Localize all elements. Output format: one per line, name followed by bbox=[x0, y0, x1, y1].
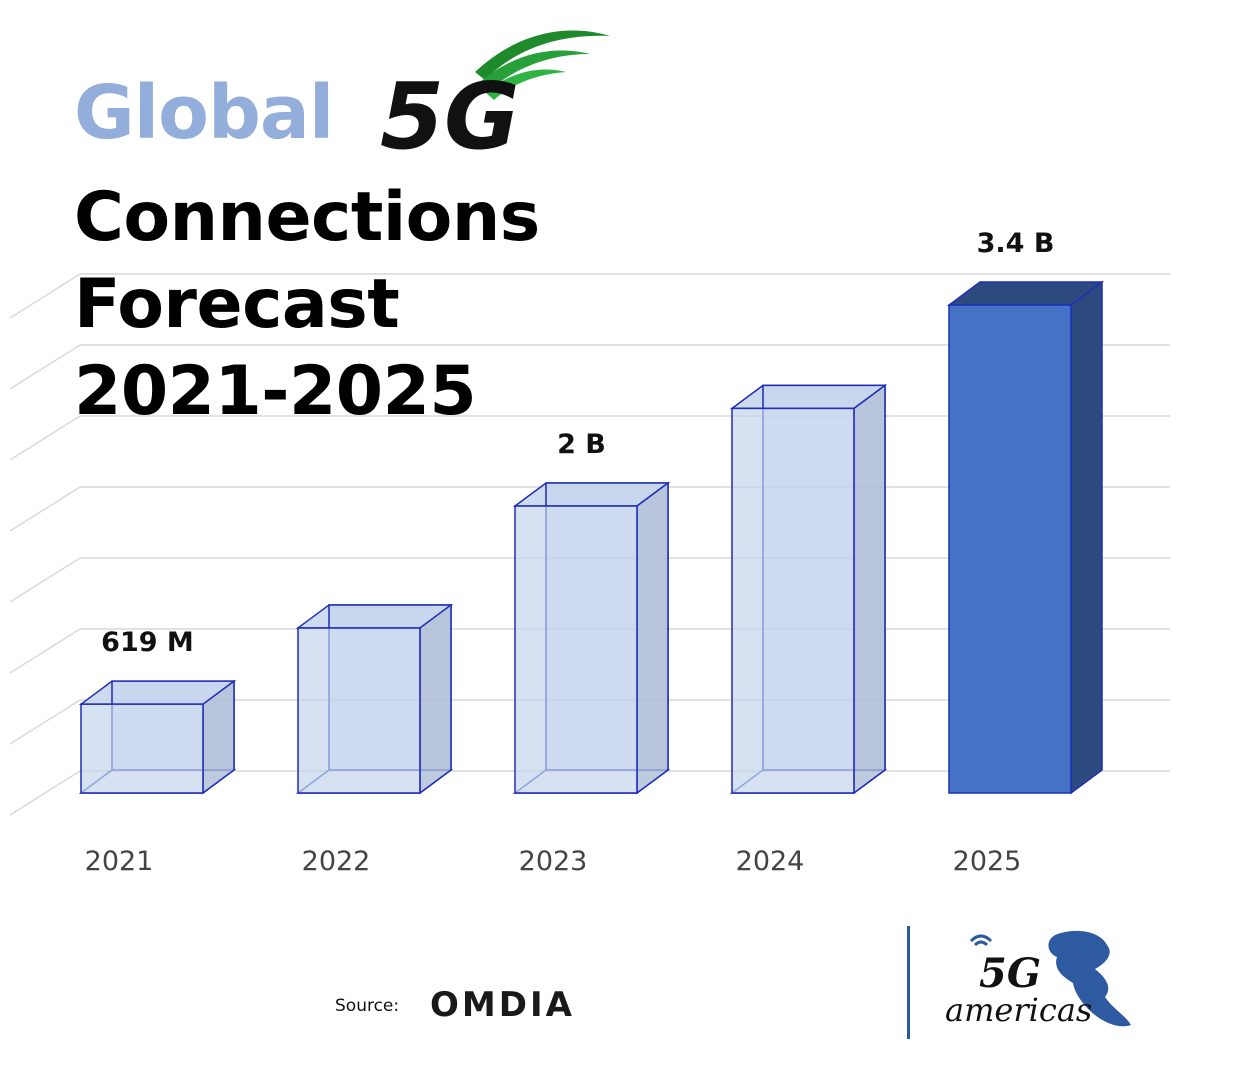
bar-2022 bbox=[295, 603, 454, 795]
footer-divider bbox=[907, 926, 910, 1039]
svg-text:5G: 5G bbox=[979, 950, 1041, 997]
5g-americas-logo-icon: 5G americas bbox=[945, 930, 1131, 1029]
data-label-2023: 2 B bbox=[557, 429, 606, 460]
bar-front bbox=[297, 627, 421, 794]
bar-side bbox=[853, 383, 886, 795]
tick-label-2021: 2021 bbox=[85, 846, 154, 877]
gridline-diag-4 bbox=[9, 486, 81, 532]
gridline-diag-5 bbox=[9, 415, 81, 461]
title-connections: Connections bbox=[74, 178, 540, 257]
bar-2021 bbox=[78, 679, 237, 795]
gridline-diag-1 bbox=[9, 699, 81, 745]
tick-label-2024: 2024 bbox=[736, 846, 805, 877]
bar-side bbox=[419, 603, 452, 795]
chart-bars bbox=[78, 280, 1105, 795]
chart-labels: 2021 619 M 2022 2023 2 B 2024 2025 3.4 B bbox=[85, 228, 1055, 877]
bar-side bbox=[1070, 280, 1103, 795]
svg-text:5G: 5G bbox=[380, 63, 520, 160]
bar-front bbox=[731, 407, 855, 794]
svg-text:americas: americas bbox=[945, 991, 1092, 1029]
data-label-2021: 619 M bbox=[101, 627, 194, 658]
bar-front bbox=[948, 304, 1072, 794]
data-label-2025: 3.4 B bbox=[977, 228, 1055, 259]
tick-label-2025: 2025 bbox=[953, 846, 1022, 877]
title-years: 2021-2025 bbox=[74, 352, 477, 431]
bar-side bbox=[636, 481, 669, 795]
title-global: Global bbox=[74, 70, 334, 156]
gridline-diag-7 bbox=[9, 273, 81, 319]
tick-label-2023: 2023 bbox=[519, 846, 588, 877]
bar-2023 bbox=[512, 481, 671, 795]
gridline-diag-6 bbox=[9, 344, 81, 390]
bar-front bbox=[80, 703, 204, 794]
gridline-diag-0 bbox=[9, 770, 81, 816]
bar-front bbox=[514, 505, 638, 794]
gridline-diag-3 bbox=[9, 557, 81, 603]
tick-label-2022: 2022 bbox=[302, 846, 371, 877]
omdia-logo: OMDIA bbox=[430, 985, 575, 1025]
source-label: Source: bbox=[335, 996, 400, 1016]
title-forecast: Forecast bbox=[74, 265, 400, 344]
bar-2025 bbox=[946, 280, 1105, 795]
5g-logo-icon: 5G bbox=[380, 30, 610, 160]
bar-2024 bbox=[729, 383, 888, 795]
gridline-diag-2 bbox=[9, 628, 81, 674]
